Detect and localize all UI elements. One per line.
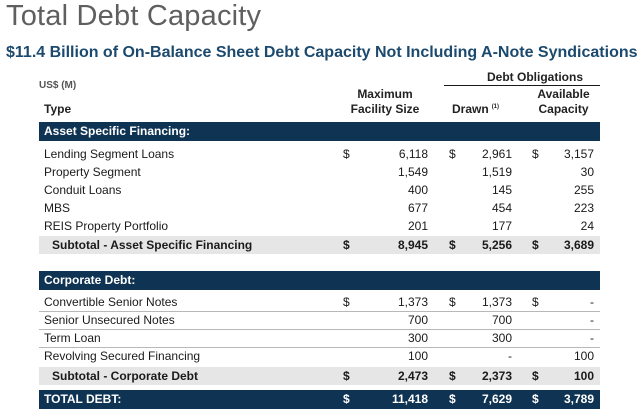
row-label: Property Segment: [44, 165, 141, 179]
max-facility-value: 201: [407, 219, 428, 233]
available-value: 24: [580, 219, 594, 233]
section-header-asset-specific: Asset Specific Financing:: [39, 122, 600, 141]
row-label: Lending Segment Loans: [44, 147, 175, 161]
subtotal-row-asset-specific: Subtotal - Asset Specific Financing $ 8,…: [39, 236, 600, 254]
subtotal-row-corporate-debt: Subtotal - Corporate Debt $ 2,473 $ 2,37…: [39, 367, 600, 385]
drawn-value: 2,961: [481, 147, 512, 161]
drawn-value: 2,373: [481, 369, 512, 383]
currency-symbol: $: [343, 392, 350, 406]
section-header-corporate-debt: Corporate Debt:: [39, 271, 600, 290]
table-row: Senior Unsecured Notes 700 700 -: [39, 311, 600, 329]
page-subtitle: $11.4 Billion of On-Balance Sheet Debt C…: [6, 44, 638, 61]
table-row: Convertible Senior Notes $ 1,373 $ 1,373…: [39, 293, 600, 311]
max-facility-value: 100: [407, 349, 428, 363]
row-divider: [39, 329, 600, 330]
max-facility-value: 11,418: [391, 392, 428, 406]
available-value: 3,789: [563, 392, 594, 406]
row-label: Term Loan: [44, 331, 101, 345]
available-value: 255: [573, 183, 594, 197]
row-divider: [39, 347, 600, 348]
table-row: MBS 677 454 223: [39, 199, 600, 217]
total-label: TOTAL DEBT:: [44, 392, 122, 406]
currency-symbol: $: [343, 238, 350, 252]
row-label: Revolving Secured Financing: [44, 349, 201, 363]
row-label: MBS: [44, 201, 71, 215]
drawn-footnote-ref: (1): [491, 104, 500, 110]
max-facility-value: 2,473: [397, 369, 428, 383]
debt-obligations-header: Debt Obligations: [487, 70, 583, 84]
currency-symbol: $: [449, 392, 456, 406]
row-label: Convertible Senior Notes: [44, 295, 178, 309]
drawn-value: 177: [491, 219, 512, 233]
available-value: -: [590, 313, 594, 327]
available-value: -: [590, 331, 594, 345]
currency-symbol: $: [532, 147, 539, 161]
row-label: Conduit Loans: [44, 183, 122, 197]
table-row: Term Loan 300 300 -: [39, 329, 600, 347]
drawn-value: 700: [491, 313, 512, 327]
available-value: -: [590, 295, 594, 309]
max-facility-value: 677: [407, 201, 428, 215]
drawn-value: 1,519: [481, 165, 512, 179]
drawn-value: 7,629: [481, 392, 512, 406]
currency-symbol: $: [532, 238, 539, 252]
subtotal-label: Subtotal - Asset Specific Financing: [52, 238, 253, 252]
row-label: Senior Unsecured Notes: [44, 313, 175, 327]
currency-symbol: $: [343, 369, 350, 383]
total-debt-row: TOTAL DEBT: $ 11,418 $ 7,629 $ 3,789: [39, 390, 600, 409]
currency-symbol: $: [532, 295, 539, 309]
max-facility-value: 700: [407, 313, 428, 327]
page-title: Total Debt Capacity: [6, 0, 262, 32]
table-row: Property Segment 1,549 1,519 30: [39, 163, 600, 181]
currency-symbol: $: [449, 147, 456, 161]
currency-symbol: $: [449, 238, 456, 252]
row-divider: [39, 311, 600, 312]
max-facility-value: 400: [407, 183, 428, 197]
max-facility-value: 6,118: [398, 147, 428, 161]
currency-symbol: $: [532, 369, 539, 383]
type-header: Type: [44, 102, 72, 116]
drawn-value: 300: [491, 331, 512, 345]
max-facility-header-line1: Maximum: [357, 87, 413, 101]
units-label: US$ (M): [39, 80, 77, 91]
available-value: 100: [573, 349, 594, 363]
currency-symbol: $: [449, 369, 456, 383]
currency-symbol: $: [532, 392, 539, 406]
max-facility-header-line2: Facility Size: [350, 102, 420, 116]
available-value: 30: [580, 165, 594, 179]
available-value: 100: [573, 369, 594, 383]
available-header-line1: Available: [537, 87, 590, 101]
row-label: REIS Property Portfolio: [44, 219, 169, 233]
currency-symbol: $: [449, 295, 456, 309]
table-row: Conduit Loans 400 145 255: [39, 181, 600, 199]
table-row: REIS Property Portfolio 201 177 24: [39, 217, 600, 235]
currency-symbol: $: [343, 147, 350, 161]
available-value: 3,689: [563, 238, 594, 252]
drawn-value: -: [508, 349, 512, 363]
available-value: 3,157: [563, 147, 594, 161]
drawn-value: 5,256: [481, 238, 512, 252]
table-row: Revolving Secured Financing 100 - 100: [39, 347, 600, 365]
drawn-value: 145: [491, 183, 512, 197]
available-header-line2: Capacity: [538, 102, 589, 116]
max-facility-value: 8,945: [397, 238, 428, 252]
debt-obligations-rule: [444, 85, 600, 86]
max-facility-value: 1,549: [397, 165, 428, 179]
max-facility-value: 1,373: [397, 295, 428, 309]
drawn-value: 1,373: [481, 295, 512, 309]
max-facility-value: 300: [407, 331, 428, 345]
subtotal-label: Subtotal - Corporate Debt: [52, 369, 198, 383]
currency-symbol: $: [343, 295, 350, 309]
drawn-value: 454: [491, 201, 512, 215]
table-row: Lending Segment Loans $ 6,118 $ 2,961 $ …: [39, 145, 600, 163]
drawn-header: Drawn (1): [452, 102, 500, 116]
available-value: 223: [573, 201, 594, 215]
